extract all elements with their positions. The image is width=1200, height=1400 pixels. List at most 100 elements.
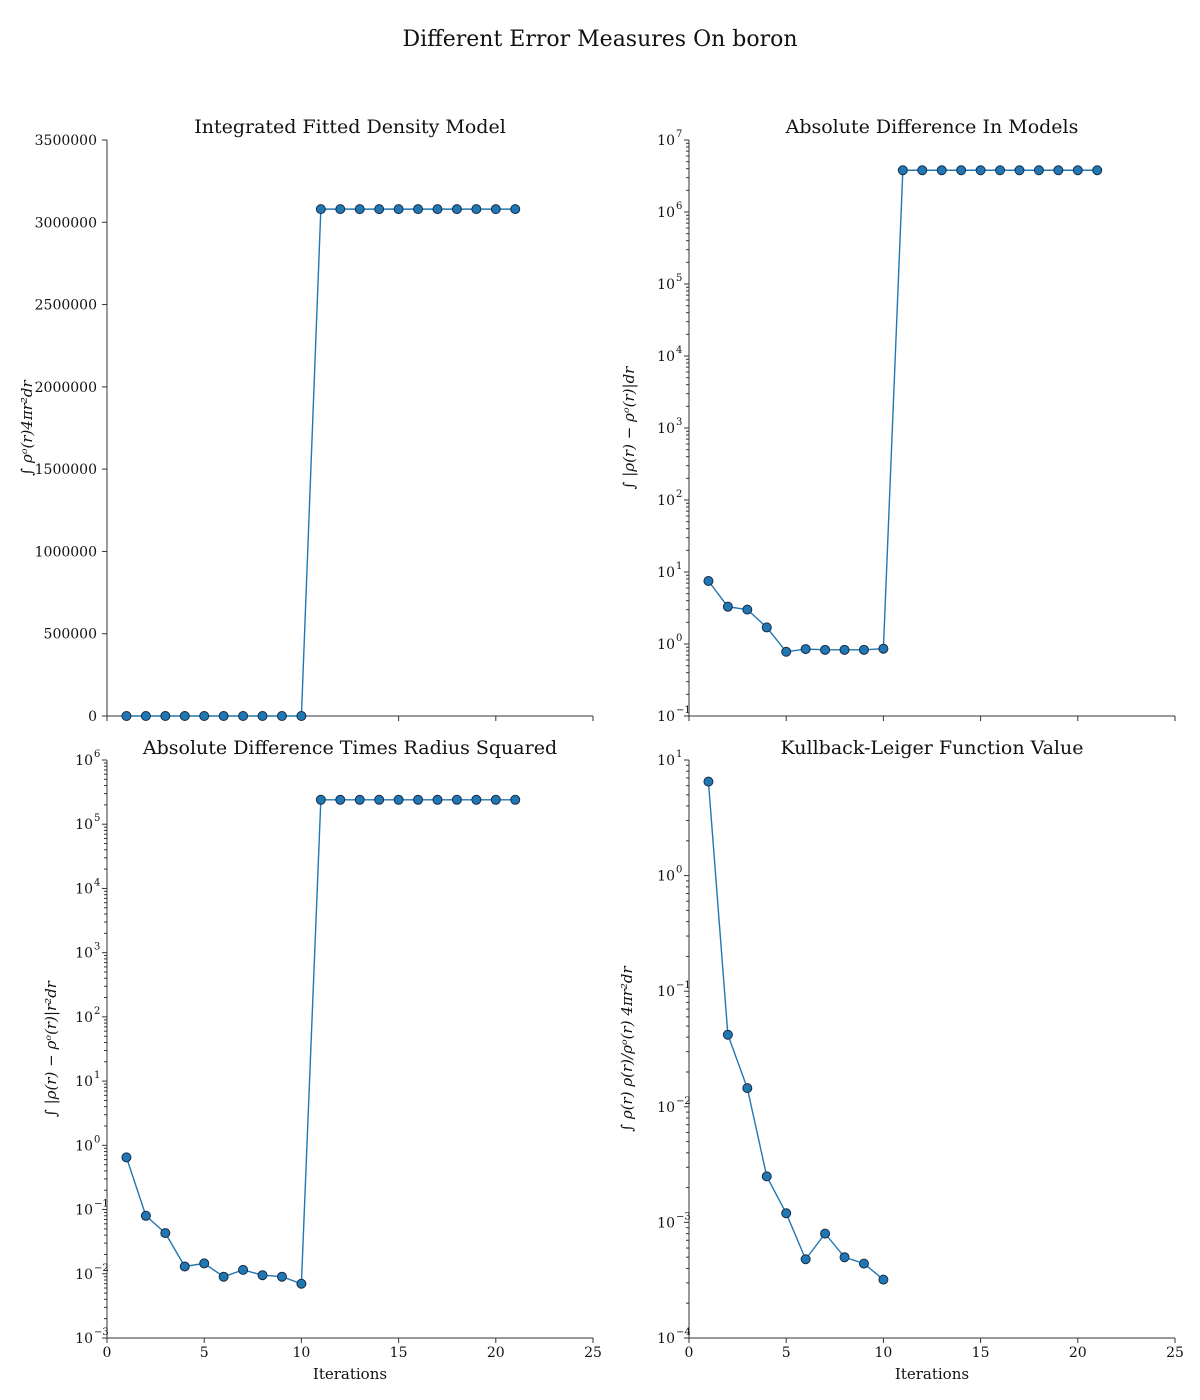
- data-point: [936, 165, 947, 176]
- x-tick-label: 0: [103, 1345, 112, 1361]
- data-point: [354, 794, 365, 805]
- y-tick-base: 10: [657, 1215, 675, 1231]
- data-point: [820, 1228, 831, 1239]
- y-tick-exponent: 5: [676, 273, 682, 284]
- y-tick-label: 3000000: [35, 215, 97, 231]
- data-point: [761, 1171, 772, 1182]
- data-point: [858, 644, 869, 655]
- data-point: [179, 710, 190, 721]
- y-tick-label: 2500000: [35, 298, 97, 314]
- data-point: [703, 575, 714, 586]
- data-point: [393, 794, 404, 805]
- data-point: [160, 1228, 171, 1239]
- series-line: [125, 799, 516, 1285]
- y-tick-label: 10: [657, 984, 675, 1000]
- y-tick-base: 10: [657, 984, 675, 1000]
- data-point: [218, 1271, 229, 1282]
- data-point: [839, 644, 850, 655]
- x-tick-label: 25: [1166, 1345, 1184, 1361]
- y-tick-label: 10: [75, 881, 93, 897]
- y-tick-exponent: 0: [676, 865, 682, 876]
- x-tick-label: 5: [200, 1345, 209, 1361]
- subplot-title: Kullback-Leiger Function Value: [781, 737, 1084, 759]
- x-tick-label: 20: [487, 1345, 505, 1361]
- y-tick-exponent: −1: [94, 1199, 109, 1210]
- y-tick-exponent: 1: [94, 1070, 100, 1081]
- data-point: [121, 1152, 132, 1163]
- data-point: [761, 622, 772, 633]
- y-tick-base: 10: [75, 1267, 93, 1283]
- y-tick-base: 10: [657, 493, 675, 509]
- y-tick-base: 10: [75, 753, 93, 769]
- data-point: [121, 710, 132, 721]
- data-point: [839, 1252, 850, 1263]
- data-point: [199, 1258, 210, 1269]
- y-tick-label: 10: [75, 1267, 93, 1283]
- data-point: [432, 204, 443, 215]
- data-point: [878, 643, 889, 654]
- y-tick-exponent: 6: [676, 201, 682, 212]
- data-point: [315, 794, 326, 805]
- subplot-grid: Integrated Fitted Density Model050000010…: [18, 116, 1184, 1383]
- y-tick-base: 10: [75, 817, 93, 833]
- data-point: [140, 710, 151, 721]
- y-tick-label: 0: [88, 709, 97, 725]
- data-point: [1014, 165, 1025, 176]
- y-tick-exponent: 2: [676, 489, 682, 500]
- x-axis-label: Iterations: [313, 1365, 387, 1383]
- data-point: [257, 710, 268, 721]
- x-tick-label: 10: [874, 1345, 892, 1361]
- data-point: [742, 1083, 753, 1094]
- data-point: [199, 710, 210, 721]
- y-tick-exponent: −3: [94, 1327, 109, 1338]
- y-tick-base: 10: [657, 421, 675, 437]
- y-tick-label: 10: [657, 349, 675, 365]
- y-tick-label: 10: [75, 817, 93, 833]
- y-tick-label: 2000000: [35, 380, 97, 396]
- x-tick-label: 5: [782, 1345, 791, 1361]
- data-point: [238, 1264, 249, 1275]
- y-tick-base: 10: [75, 1138, 93, 1154]
- series-line: [707, 169, 1098, 653]
- y-tick-exponent: 6: [94, 749, 100, 760]
- y-tick-label: 10: [657, 421, 675, 437]
- x-tick-label: 20: [1069, 1345, 1087, 1361]
- data-point: [451, 204, 462, 215]
- data-point: [276, 710, 287, 721]
- data-point: [296, 1278, 307, 1289]
- y-tick-label: 10: [75, 1203, 93, 1219]
- data-point: [179, 1261, 190, 1272]
- data-point: [995, 165, 1006, 176]
- y-tick-label: 10: [75, 946, 93, 962]
- y-tick-label: 1500000: [35, 462, 97, 478]
- y-tick-label: 10: [657, 133, 675, 149]
- y-tick-label: 10: [657, 753, 675, 769]
- y-tick-label: 500000: [44, 627, 97, 643]
- series-line: [707, 781, 884, 1281]
- y-tick-label: 10: [657, 493, 675, 509]
- data-point: [858, 1258, 869, 1269]
- y-tick-exponent: 3: [676, 417, 682, 428]
- y-tick-base: 10: [657, 709, 675, 725]
- data-point: [975, 165, 986, 176]
- y-tick-label: 10: [75, 1074, 93, 1090]
- y-tick-label: 10: [657, 565, 675, 581]
- data-point: [451, 794, 462, 805]
- y-tick-base: 10: [657, 349, 675, 365]
- y-tick-label: 10: [657, 1215, 675, 1231]
- data-point: [160, 710, 171, 721]
- subplot-title: Absolute Difference Times Radius Squared: [142, 737, 557, 759]
- data-point: [722, 1029, 733, 1040]
- data-point: [956, 165, 967, 176]
- y-tick-base: 10: [657, 133, 675, 149]
- data-point: [1053, 165, 1064, 176]
- x-tick-label: 15: [390, 1345, 408, 1361]
- subplot-1: Integrated Fitted Density Model 0 500000 10…: [18, 116, 594, 725]
- y-tick-exponent: −1: [676, 980, 691, 991]
- data-point: [781, 646, 792, 657]
- data-point: [218, 710, 229, 721]
- y-tick-exponent: −1: [676, 705, 691, 716]
- y-tick-base: 10: [75, 1010, 93, 1026]
